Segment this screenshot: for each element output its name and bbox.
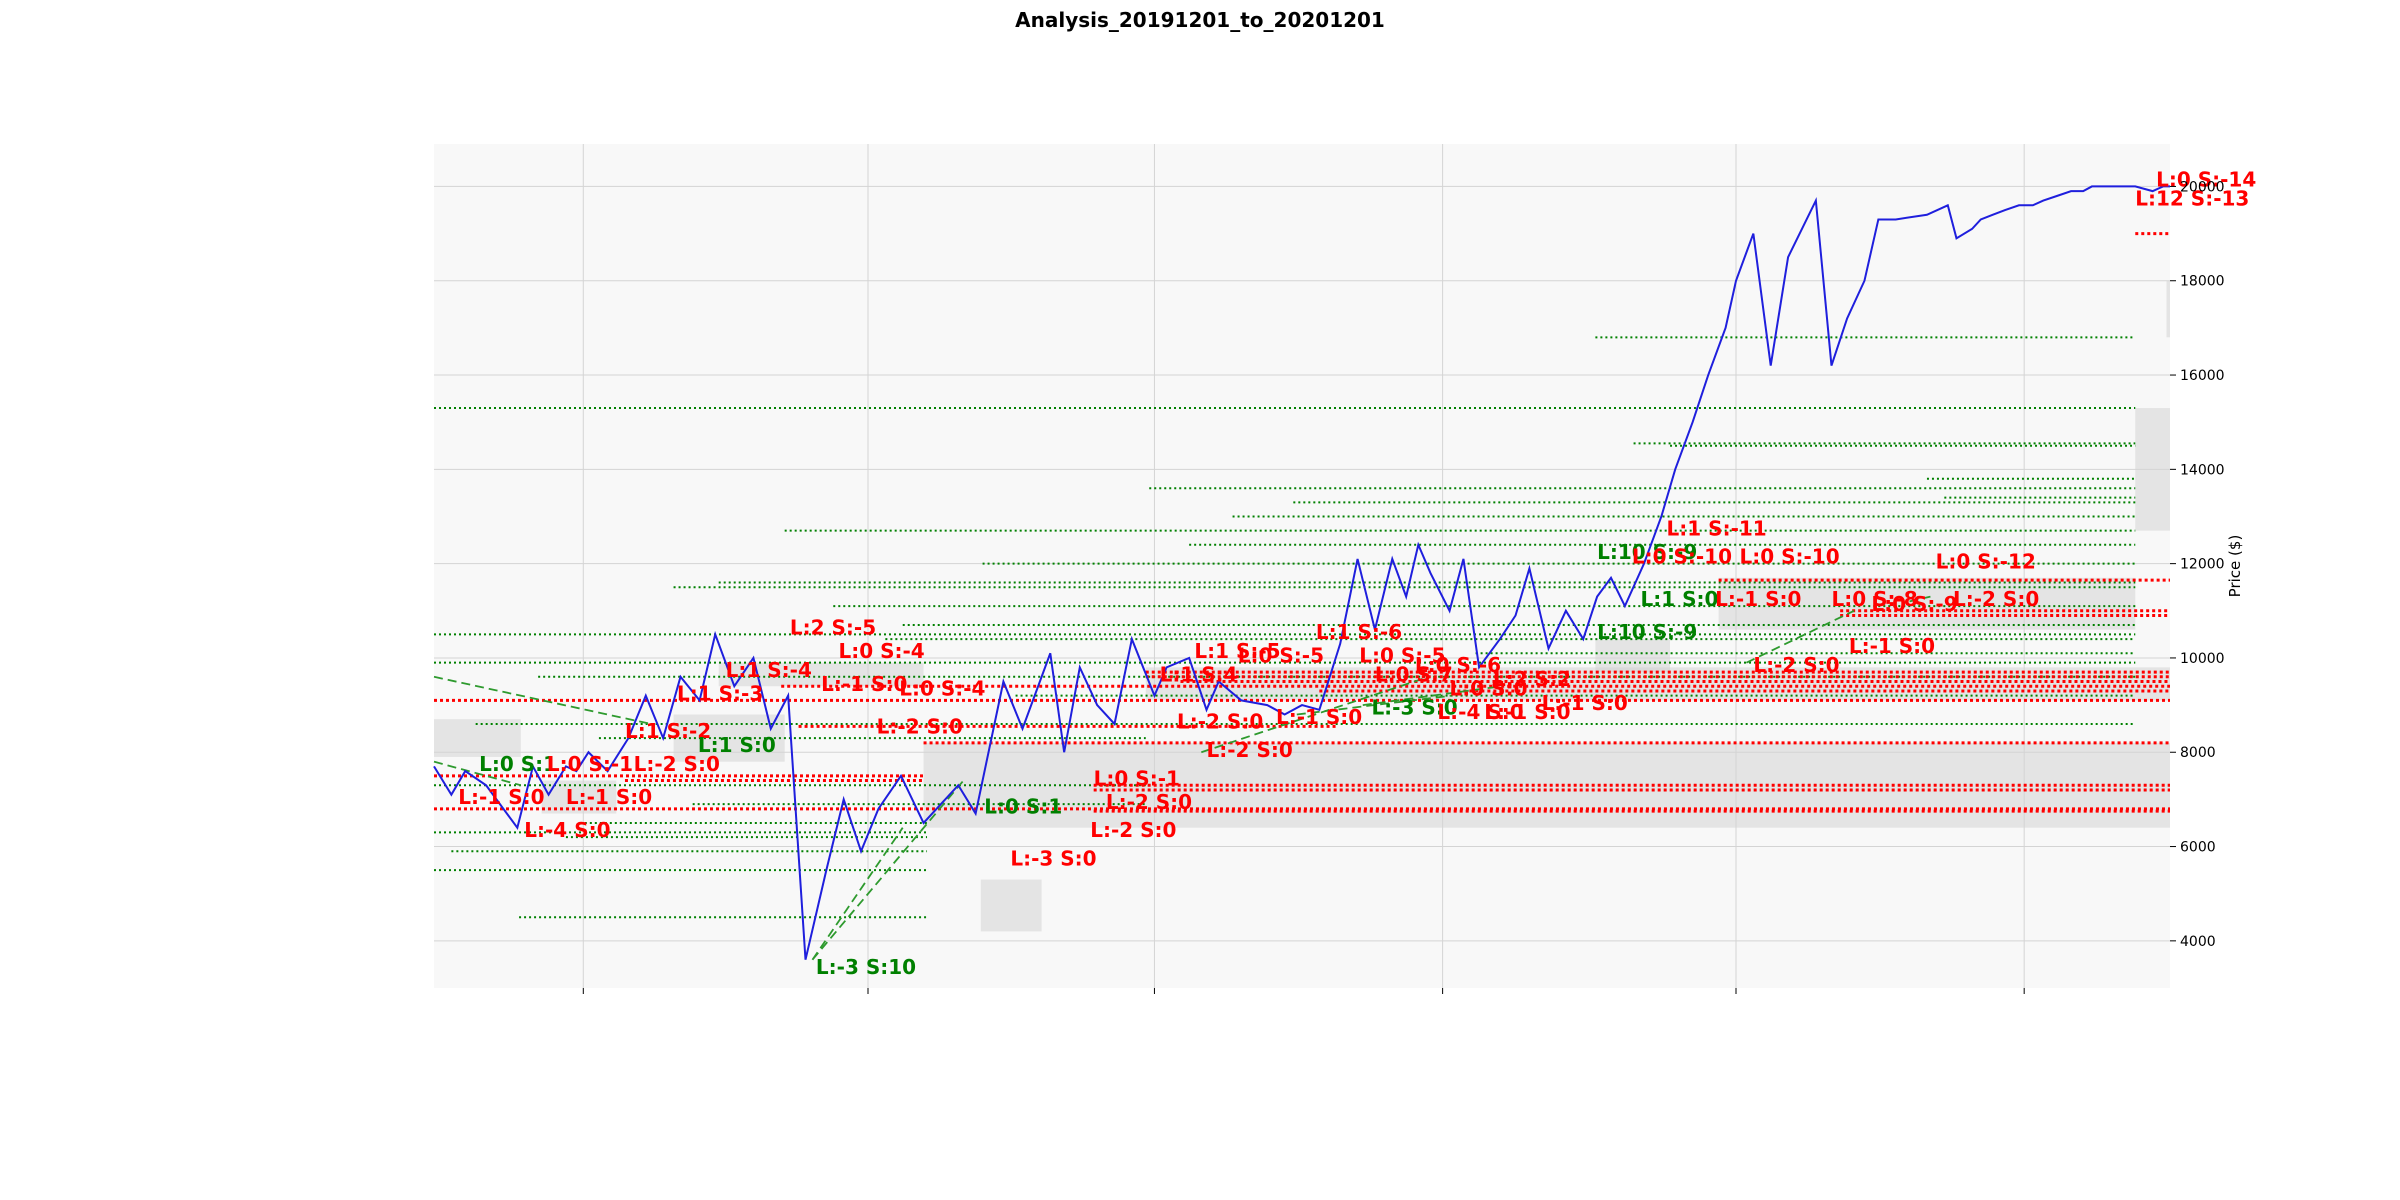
annotation-label: L:0 S:-1 [547, 752, 633, 776]
annotation-label: L:0 S:7 [1375, 663, 1453, 687]
trend-line [811, 779, 965, 961]
y-axis-label: Price ($) [2226, 535, 2244, 598]
annotation-label: L:-1 S:0 [1542, 691, 1628, 715]
zone-rect [1718, 577, 2136, 630]
annotation-label: L:-1 S:0 [1849, 634, 1935, 658]
y-tick-label: 20000 [2180, 179, 2225, 195]
annotation-label: L:-2 S:0 [1753, 653, 1839, 677]
annotation-label: L:-1 S:0 [821, 672, 907, 696]
chart-title: Analysis_20191201_to_20201201 [1015, 8, 1385, 32]
annotation-label: L:10 S:-9 [1597, 540, 1697, 564]
zone-rect [980, 879, 1042, 932]
annotation-label: L:0 S:-4 [838, 639, 924, 663]
trend-line [433, 675, 652, 725]
annotation-label: L:1 S:-2 [625, 719, 711, 743]
annotation-label: L:0 S:0 [1450, 677, 1528, 701]
annotation-label: L:1 S:0 [698, 733, 776, 757]
annotation-label: L:-2 S:0 [1090, 818, 1176, 842]
annotation-label: L:-2 S:0 [1953, 587, 2039, 611]
annotation-label: L:0 S:-14 [2156, 167, 2256, 191]
annotation-label: L:0 S:-12 [1936, 549, 2036, 573]
annotation-label: L:0 S:-4 [899, 677, 985, 701]
annotation-label: L:1 S:-4 [726, 658, 812, 682]
trend-line [811, 827, 904, 961]
zone-rect [718, 662, 924, 687]
plot-background [434, 144, 2170, 988]
annotation-label: L:-2 S:0 [877, 714, 963, 738]
zone-rect [2166, 280, 2170, 338]
price-line [433, 185, 2170, 960]
grid-layer [434, 144, 2170, 988]
annotation-label: L:0 S:1 [984, 795, 1062, 819]
annotation-label: L:-2 S:0 [1207, 738, 1293, 762]
trend-line [1909, 595, 1931, 603]
trend-lines [433, 595, 1931, 961]
annotation-label: L:-1 S:0 [1715, 587, 1801, 611]
annotation-label: L:-2 S:0 [634, 752, 720, 776]
annotation-label: L:-1 S:0 [1276, 705, 1362, 729]
resistance-lines [434, 232, 2170, 813]
annotation-label: L:2 S:2 [1493, 667, 1571, 691]
annotation-label: L:12 S:-13 [2135, 186, 2249, 210]
trend-line [1296, 694, 1452, 716]
zone-rect [1595, 639, 1671, 673]
annotation-label: L:-3 S:0 [1371, 696, 1457, 720]
y-tick-label: 8000 [2180, 745, 2216, 761]
annotation-label: L:0 S:-10 [1632, 545, 1732, 569]
annotation-label: L:0 S:-8 [1831, 587, 1917, 611]
annotation-label: L:-2 S:0 [1177, 710, 1263, 734]
annotation-label: L:1 S:-5 [1194, 639, 1280, 663]
y-tick-label: 10000 [2180, 651, 2225, 667]
trend-line [1362, 685, 1502, 706]
annotation-label: L:1 S:4 [1160, 663, 1238, 687]
trend-line [1746, 609, 1855, 664]
y-tick-label: 18000 [2180, 274, 2225, 290]
annotation-label: L:1 S:-11 [1667, 516, 1767, 540]
y-tick-label: 16000 [2180, 368, 2225, 384]
annotations-layer: L:0 S:-14L:12 S:-13L:10 S:-9L:0 S:-10L:1… [458, 167, 2256, 978]
annotation-label: L:-3 S:0 [1010, 846, 1096, 870]
annotation-label: L:0 S:1 [479, 752, 557, 776]
annotation-label: L:1 S:0 [1641, 587, 1719, 611]
annotation-label: L:0 S:-6 [1415, 653, 1501, 677]
trend-line [1201, 675, 1430, 754]
annotation-label: L:0 S:-9 [1871, 592, 1957, 616]
annotation-label: L:0 S:-5 [1359, 644, 1445, 668]
annotation-label: L:-1 S:0 [1484, 700, 1570, 724]
annotation-label: L:-1 S:0 [458, 785, 544, 809]
annotation-label: L:-3 S:10 [816, 955, 916, 979]
y-axis: 4000 6000 8000 10000 12000 14000 16000 18000 200… [2170, 179, 2225, 950]
annotation-label: L:1 S:-3 [677, 681, 763, 705]
annotation-label: L:0 S:-10 [1739, 545, 1839, 569]
annotation-label: L:-4 S:0 [524, 818, 610, 842]
y-tick-label: 12000 [2180, 557, 2225, 573]
annotation-label: L:-4 S:0 [1437, 700, 1523, 724]
y-tick-label: 6000 [2180, 840, 2216, 856]
x-axis [582, 988, 2025, 994]
annotation-label: L:2 S:-5 [790, 615, 876, 639]
annotation-label: L:-1 S:0 [566, 785, 652, 809]
annotation-label: L:10 S:-9 [1597, 620, 1697, 644]
annotation-label: L:-2 S:0 [1106, 790, 1192, 814]
y-tick-label: 14000 [2180, 462, 2225, 478]
y-tick-label: 4000 [2180, 934, 2216, 950]
trend-line [433, 760, 522, 787]
annotation-label: L:1 S:-6 [1316, 620, 1402, 644]
annotation-label: L:0 S:-5 [1238, 644, 1324, 668]
zone-rect [434, 719, 521, 757]
annotation-label: L:0 S:-1 [1094, 766, 1180, 790]
